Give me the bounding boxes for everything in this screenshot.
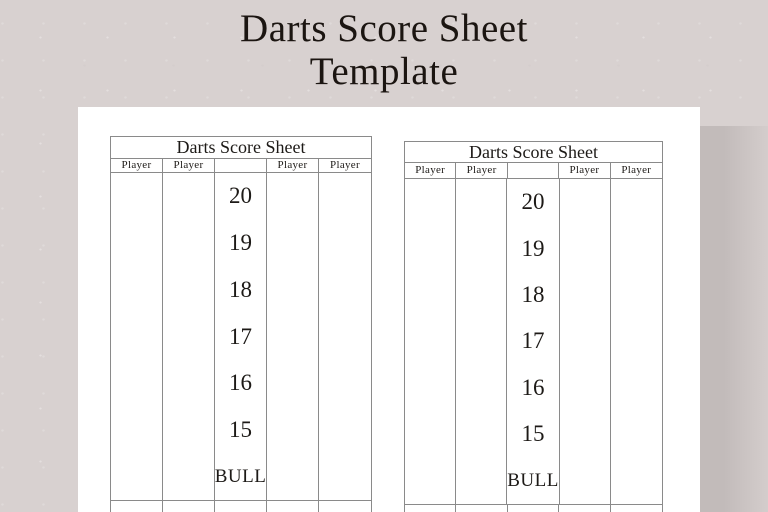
footer-cell — [559, 505, 611, 512]
target-label: 19 — [228, 230, 252, 256]
page-title-line1: Darts Score Sheet — [240, 7, 528, 50]
target-label: 19 — [521, 235, 545, 261]
target-label: 20 — [228, 183, 252, 209]
target-label: 16 — [521, 374, 545, 400]
header-cell-player: Player — [621, 164, 652, 176]
paper-right-shadow — [700, 126, 768, 512]
footer-cell — [456, 505, 508, 512]
score-column — [163, 173, 215, 500]
score-column — [319, 173, 371, 500]
header-cell-player: Player — [267, 159, 319, 172]
target-column: 20 19 18 17 16 15 BULL — [507, 179, 560, 504]
footer-cell — [319, 501, 371, 512]
footer-row — [405, 505, 662, 512]
score-column — [456, 179, 508, 504]
target-label: BULL — [214, 465, 267, 487]
header-row: Player Player Player Player — [111, 159, 371, 173]
footer-cell — [508, 505, 560, 512]
header-cell-player: Player — [456, 163, 508, 178]
table-body: 20 19 18 17 16 15 BULL — [111, 173, 371, 501]
target-label: 16 — [228, 370, 252, 396]
target-label: 20 — [521, 189, 545, 215]
target-label: BULL — [507, 469, 559, 491]
score-table-right: Darts Score Sheet Player Player Player Play… — [404, 141, 663, 512]
target-label: 18 — [228, 276, 252, 302]
target-label: 17 — [228, 323, 252, 349]
paper-sheet — [78, 107, 700, 512]
footer-cell — [215, 501, 267, 512]
header-row: Player Player Player Player — [405, 163, 662, 179]
score-column — [267, 173, 320, 500]
score-column — [111, 173, 163, 500]
header-cell-player: Player — [405, 163, 457, 178]
target-label: 15 — [521, 421, 545, 447]
footer-cell — [405, 505, 457, 512]
score-column — [611, 179, 662, 504]
footer-cell — [611, 505, 662, 512]
header-cell-player: Player — [111, 159, 163, 172]
target-column: 20 19 18 17 16 15 BULL — [215, 173, 268, 500]
table-body: 20 19 18 17 16 15 BULL — [405, 179, 662, 505]
target-label: 17 — [521, 328, 545, 354]
header-cell-player — [215, 159, 267, 172]
page-title-line2: Template — [309, 50, 459, 93]
score-table-left: Darts Score Sheet Player Player Player Play… — [110, 136, 372, 512]
score-column — [560, 179, 611, 504]
score-column — [405, 179, 457, 504]
footer-cell — [111, 501, 163, 512]
table-title: Darts Score Sheet — [405, 142, 662, 163]
page-title: Darts Score Sheet Template — [0, 7, 768, 93]
footer-cell — [267, 501, 319, 512]
footer-row — [111, 501, 371, 512]
header-cell-player: Player — [330, 159, 360, 171]
table-title: Darts Score Sheet — [111, 137, 371, 159]
footer-cell — [163, 501, 215, 512]
header-cell-player — [508, 163, 560, 178]
target-label: 15 — [228, 416, 252, 442]
header-cell-player: Player — [559, 163, 611, 178]
target-label: 18 — [521, 282, 545, 308]
header-cell-player: Player — [163, 159, 215, 172]
